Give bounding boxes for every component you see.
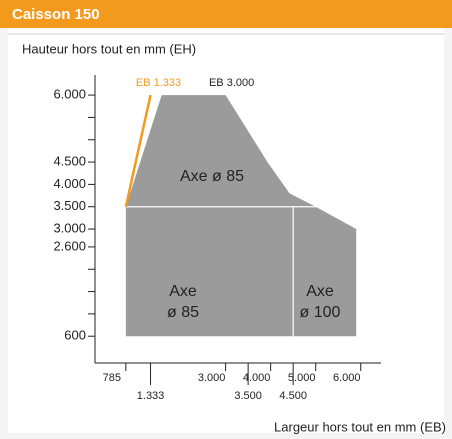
x-tick-label: 3.000 [198, 372, 226, 384]
x-axis-label: Largeur hors tout en mm (EB) [274, 419, 446, 434]
x-tick-label: 6.000 [333, 372, 361, 384]
x-tick-label: 1.333 [137, 390, 165, 402]
x-tick-label: 5.000 [288, 372, 316, 384]
edge-label: EB 1.333 [136, 77, 181, 89]
chart-title: Caisson 150 [12, 6, 100, 23]
y-axis-label: Hauteur hors tout en mm (EH) [22, 41, 196, 56]
region-label: Axe [306, 283, 334, 300]
region [125, 206, 357, 337]
edge-label: EB 3.000 [209, 77, 254, 89]
edge-line [124, 94, 152, 207]
y-tick-label: 600 [64, 328, 86, 343]
x-tick-label: 4.500 [279, 390, 307, 402]
region [125, 95, 316, 207]
y-tick-label: 4.500 [53, 154, 86, 169]
x-tick-label: 4.000 [243, 372, 271, 384]
y-tick-label: 3.500 [53, 198, 86, 213]
region-label: Axe ø 85 [180, 168, 244, 185]
region-label: ø 100 [300, 304, 341, 321]
x-tick-label: 3.500 [234, 390, 262, 402]
region-label: ø 85 [167, 304, 199, 321]
region-label: Axe [169, 283, 197, 300]
y-tick-label: 2.600 [53, 238, 86, 253]
header-bar [0, 0, 452, 28]
x-tick-label: 785 [103, 372, 121, 384]
y-tick-label: 4.000 [53, 176, 86, 191]
y-tick-label: 3.000 [53, 220, 86, 235]
y-tick-label: 6.000 [53, 87, 86, 102]
